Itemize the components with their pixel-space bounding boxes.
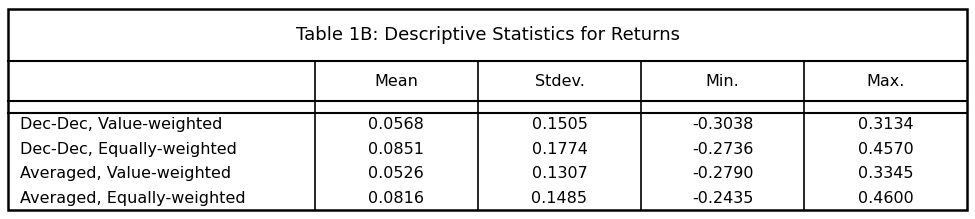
Text: 0.4570: 0.4570 bbox=[858, 142, 914, 157]
Text: 0.1505: 0.1505 bbox=[531, 117, 587, 132]
Text: Min.: Min. bbox=[706, 74, 739, 89]
Text: -0.2736: -0.2736 bbox=[692, 142, 754, 157]
Text: -0.3038: -0.3038 bbox=[692, 117, 754, 132]
Text: Averaged, Equally-weighted: Averaged, Equally-weighted bbox=[20, 191, 246, 205]
Text: Max.: Max. bbox=[867, 74, 905, 89]
Text: 0.4600: 0.4600 bbox=[858, 191, 914, 205]
Text: 0.3134: 0.3134 bbox=[858, 117, 914, 132]
Text: Dec-Dec, Equally-weighted: Dec-Dec, Equally-weighted bbox=[20, 142, 237, 157]
Text: 0.0816: 0.0816 bbox=[369, 191, 424, 205]
Text: 0.0851: 0.0851 bbox=[369, 142, 424, 157]
Text: -0.2790: -0.2790 bbox=[692, 166, 754, 181]
Text: Stdev.: Stdev. bbox=[534, 74, 584, 89]
Text: 0.1485: 0.1485 bbox=[531, 191, 588, 205]
Text: Mean: Mean bbox=[374, 74, 418, 89]
Text: Table 1B: Descriptive Statistics for Returns: Table 1B: Descriptive Statistics for Ret… bbox=[295, 26, 680, 44]
Text: Averaged, Value-weighted: Averaged, Value-weighted bbox=[20, 166, 232, 181]
Text: 0.0526: 0.0526 bbox=[369, 166, 424, 181]
Text: Dec-Dec, Value-weighted: Dec-Dec, Value-weighted bbox=[20, 117, 223, 132]
Text: -0.2435: -0.2435 bbox=[692, 191, 754, 205]
Text: 0.3345: 0.3345 bbox=[858, 166, 914, 181]
Text: 0.0568: 0.0568 bbox=[369, 117, 424, 132]
Text: 0.1774: 0.1774 bbox=[531, 142, 587, 157]
Text: 0.1307: 0.1307 bbox=[531, 166, 587, 181]
